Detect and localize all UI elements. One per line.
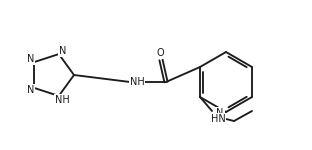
Text: N: N: [27, 54, 34, 64]
Text: N: N: [59, 46, 66, 56]
Text: NH: NH: [129, 77, 144, 87]
Text: N: N: [27, 85, 34, 95]
Text: NH: NH: [56, 95, 70, 105]
Text: HN: HN: [211, 114, 225, 124]
Text: O: O: [156, 48, 164, 58]
Text: N: N: [216, 108, 224, 118]
